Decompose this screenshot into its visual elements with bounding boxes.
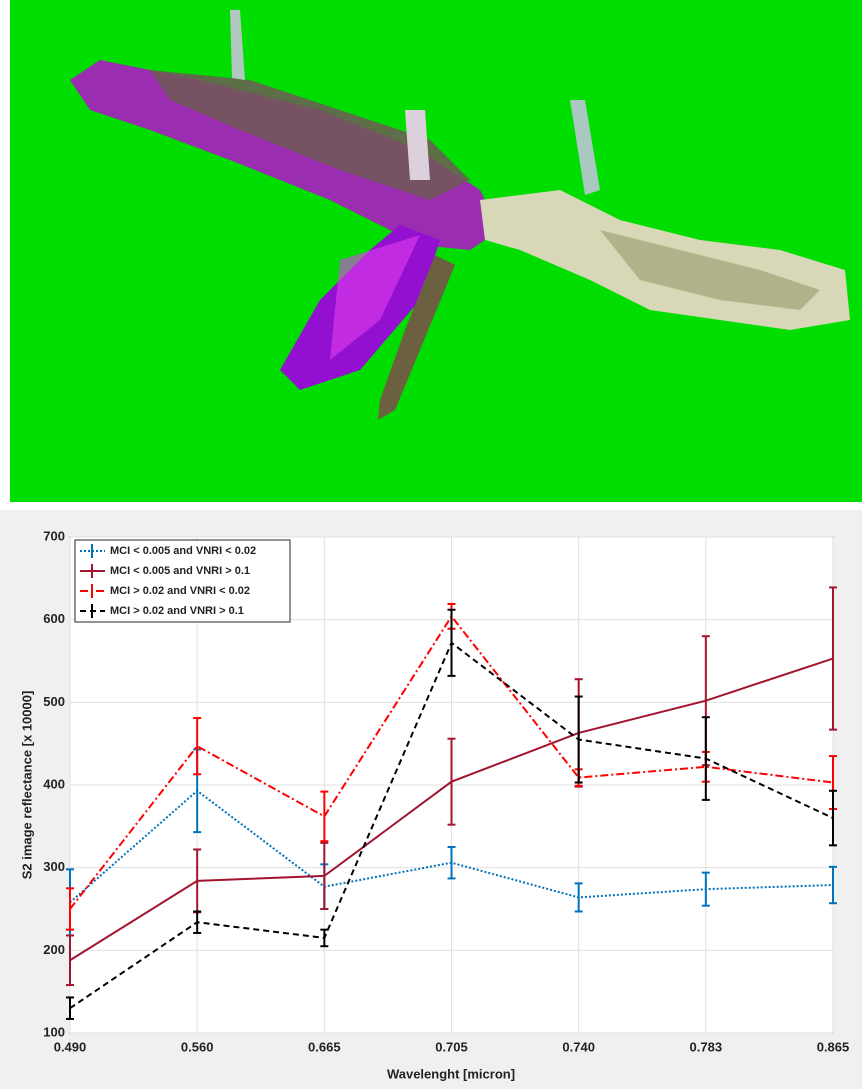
satellite-image	[10, 0, 862, 502]
x-tick-label: 0.560	[181, 1039, 214, 1054]
legend-label: MCI < 0.005 and VNRI > 0.1	[110, 565, 250, 577]
y-tick-label: 700	[43, 528, 65, 543]
x-tick-label: 0.865	[817, 1039, 850, 1054]
y-tick-label: 300	[43, 859, 65, 874]
figure: Wavelenght [micron] S2 image reflectance…	[0, 0, 862, 1089]
y-tick-label: 600	[43, 611, 65, 626]
x-tick-label: 0.490	[54, 1039, 87, 1054]
y-axis-label: S2 image reflectance [x 10000]	[19, 691, 34, 880]
legend-label: MCI > 0.02 and VNRI > 0.1	[110, 605, 244, 617]
x-tick-label: 0.740	[562, 1039, 595, 1054]
x-tick-label: 0.665	[308, 1039, 341, 1054]
y-tick-label: 200	[43, 942, 65, 957]
legend-label: MCI < 0.005 and VNRI < 0.02	[110, 545, 256, 557]
x-tick-label: 0.705	[435, 1039, 468, 1054]
page: Wavelenght [micron] S2 image reflectance…	[0, 0, 862, 1089]
x-axis-label: Wavelenght [micron]	[387, 1066, 515, 1081]
y-tick-label: 100	[43, 1024, 65, 1039]
y-tick-label: 400	[43, 776, 65, 791]
y-tick-label: 500	[43, 694, 65, 709]
x-tick-label: 0.783	[690, 1039, 723, 1054]
legend-label: MCI > 0.02 and VNRI < 0.02	[110, 585, 250, 597]
